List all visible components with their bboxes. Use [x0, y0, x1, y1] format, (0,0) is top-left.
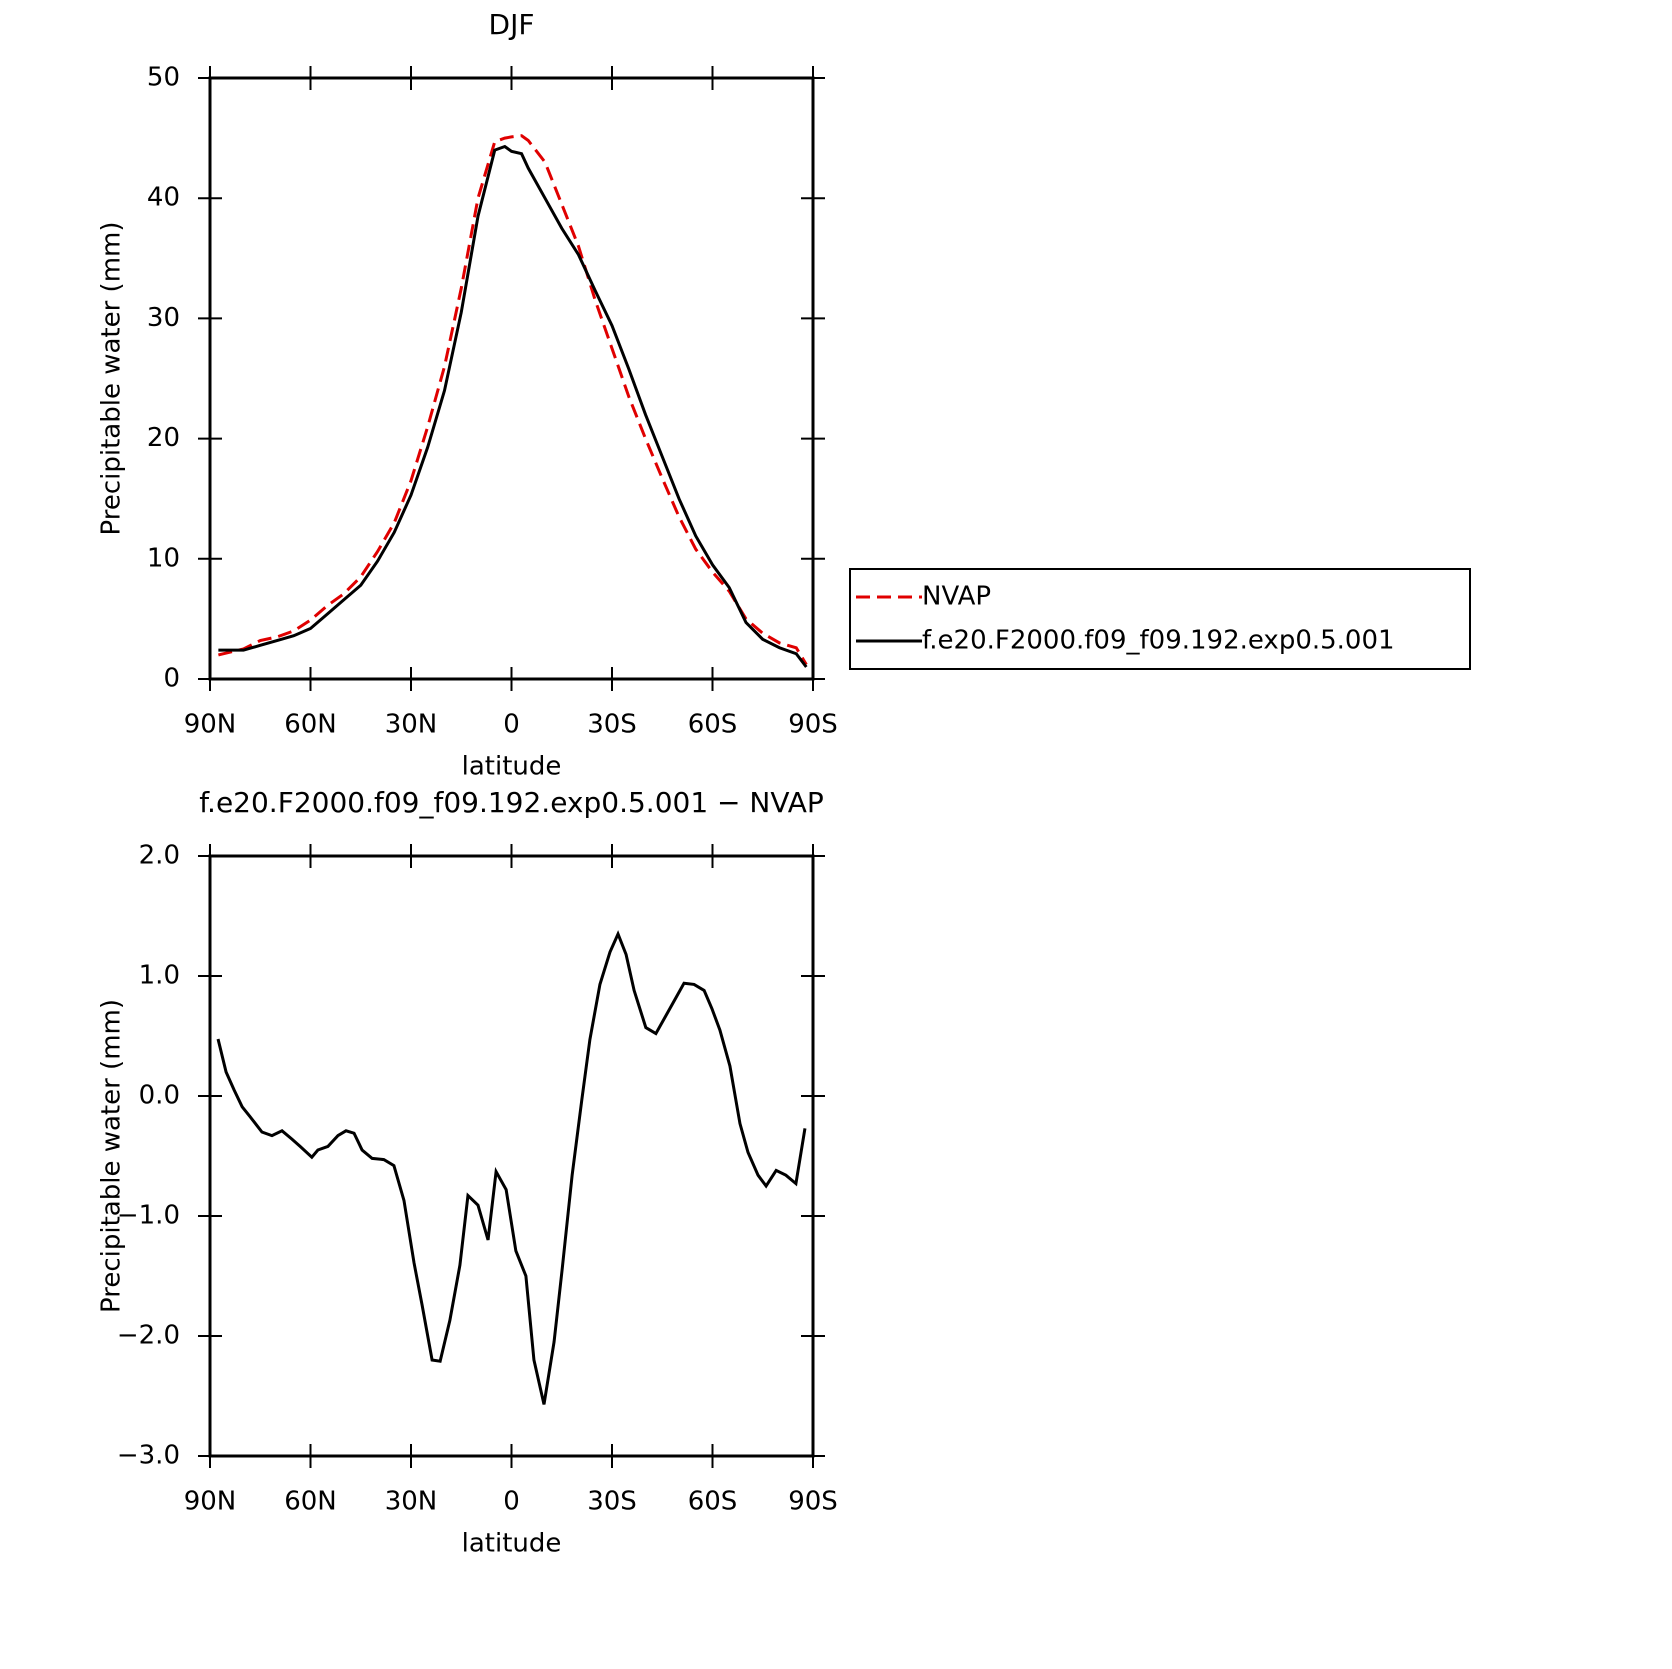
series-line	[218, 134, 808, 666]
x-tick-label: 30N	[385, 1487, 438, 1517]
x-axis-label: latitude	[462, 1529, 562, 1559]
y-tick-label: 50	[147, 63, 180, 93]
x-tick-label: 90N	[184, 1487, 237, 1517]
y-tick-label: 2.0	[139, 841, 180, 871]
y-tick-label: 20	[147, 423, 180, 453]
y-axis-label: Precipitable water (mm)	[97, 222, 127, 536]
y-tick-label: 10	[147, 543, 180, 573]
x-tick-label: 90S	[788, 1487, 838, 1517]
series-line	[216, 930, 807, 1405]
x-tick-label: 60S	[688, 1487, 738, 1517]
x-tick-label: 60N	[284, 1487, 337, 1517]
chart-title: f.e20.F2000.f09_f09.192.exp0.5.001 − NVA…	[199, 786, 824, 819]
x-tick-label: 30S	[587, 1487, 637, 1517]
x-tick-label: 30N	[385, 710, 438, 740]
x-tick-label: 60S	[688, 710, 738, 740]
y-axis-label: Precipitable water (mm)	[97, 999, 127, 1313]
x-tick-label: 90S	[788, 710, 838, 740]
y-tick-label: −2.0	[117, 1321, 180, 1351]
y-tick-label: −3.0	[117, 1441, 180, 1471]
chart-title: DJF	[489, 8, 535, 41]
plot-frame	[208, 76, 815, 681]
x-tick-label: 90N	[184, 710, 237, 740]
y-tick-label: 0.0	[139, 1081, 180, 1111]
legend-label: NVAP	[922, 582, 991, 612]
x-tick-label: 0	[503, 1487, 520, 1517]
x-axis-label: latitude	[462, 752, 562, 782]
legend-box	[849, 568, 1471, 670]
x-tick-label: 0	[503, 710, 520, 740]
plot-frame	[208, 854, 815, 1458]
legend-label: f.e20.F2000.f09_f09.192.exp0.5.001	[922, 626, 1395, 656]
y-tick-label: 1.0	[139, 961, 180, 991]
x-tick-label: 30S	[587, 710, 637, 740]
y-tick-label: 30	[147, 303, 180, 333]
y-tick-label: 0	[163, 664, 180, 694]
y-tick-label: 40	[147, 183, 180, 213]
series-line	[218, 144, 808, 668]
y-tick-label: −1.0	[117, 1201, 180, 1231]
x-tick-label: 60N	[284, 710, 337, 740]
